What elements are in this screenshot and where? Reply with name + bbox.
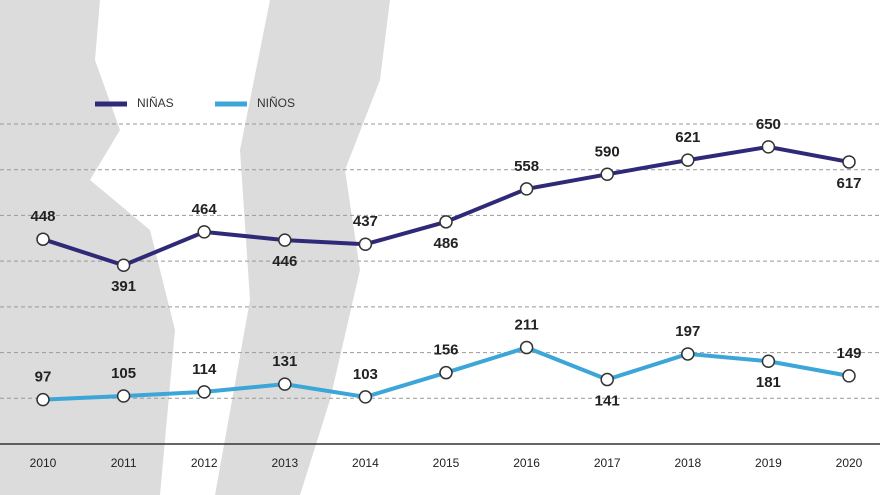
data-label: 97 xyxy=(35,369,52,386)
x-tick-label: 2014 xyxy=(352,456,379,470)
x-tick-label: 2010 xyxy=(30,456,57,470)
data-label: 464 xyxy=(192,201,218,218)
data-label: 617 xyxy=(836,175,861,192)
data-label: 448 xyxy=(30,208,55,225)
x-tick-label: 2015 xyxy=(433,456,460,470)
data-label: 114 xyxy=(192,361,217,378)
data-point xyxy=(439,365,453,380)
x-tick-label: 2020 xyxy=(836,456,863,470)
data-point xyxy=(842,369,856,383)
data-label: 141 xyxy=(595,393,620,410)
data-label: 211 xyxy=(514,317,538,334)
x-tick-label: 2011 xyxy=(111,456,137,470)
data-label: 437 xyxy=(353,213,378,230)
data-label: 621 xyxy=(675,129,700,146)
data-label: 486 xyxy=(433,235,458,252)
data-label: 558 xyxy=(514,158,539,175)
data-label: 105 xyxy=(111,365,136,382)
x-tick-label: 2013 xyxy=(271,456,298,470)
data-point xyxy=(600,372,614,387)
data-label: 131 xyxy=(272,353,297,370)
plot: 2010 2011 2012 2013 2014 2015 2016 2017 2018 2019… xyxy=(30,116,863,470)
data-label: 197 xyxy=(675,323,700,340)
data-point xyxy=(36,232,50,246)
data-label: 590 xyxy=(595,143,620,160)
data-label: 650 xyxy=(756,116,781,133)
data-point xyxy=(681,347,695,361)
data-label: 181 xyxy=(756,374,781,391)
background-art xyxy=(0,0,390,495)
x-tick-label: 2017 xyxy=(594,456,621,470)
data-point xyxy=(197,225,211,239)
data-point xyxy=(358,390,373,404)
legend: NIÑAS NIÑOS xyxy=(95,96,295,110)
data-point xyxy=(278,377,292,391)
data-point xyxy=(116,389,131,403)
data-point xyxy=(761,140,776,154)
data-point xyxy=(278,233,292,247)
data-label: 446 xyxy=(272,253,297,270)
x-tick-label: 2012 xyxy=(191,456,218,470)
data-label: 391 xyxy=(111,278,136,295)
data-point xyxy=(116,258,131,273)
data-point xyxy=(439,215,453,229)
data-label: 149 xyxy=(836,345,861,362)
data-point xyxy=(519,340,534,355)
data-point xyxy=(681,153,695,167)
data-point xyxy=(761,354,776,369)
x-tick-label: 2018 xyxy=(674,456,701,470)
legend-label: NIÑAS xyxy=(137,96,174,110)
data-label: 103 xyxy=(353,366,378,383)
x-tick-label: 2019 xyxy=(755,456,782,470)
data-point xyxy=(36,392,50,407)
data-point xyxy=(600,167,614,182)
x-tick-label: 2016 xyxy=(513,456,540,470)
data-point xyxy=(842,155,856,169)
data-point xyxy=(197,385,211,399)
legend-label: NIÑOS xyxy=(257,96,295,110)
data-label: 156 xyxy=(433,342,458,359)
data-point xyxy=(519,182,534,196)
data-point xyxy=(358,237,373,251)
